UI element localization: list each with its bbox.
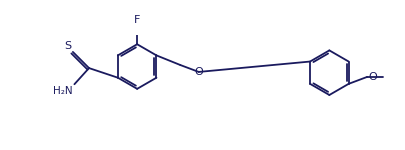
Text: O: O [368,72,377,82]
Text: S: S [64,41,71,51]
Text: O: O [194,67,203,77]
Text: F: F [134,15,141,25]
Text: H₂N: H₂N [53,86,72,96]
